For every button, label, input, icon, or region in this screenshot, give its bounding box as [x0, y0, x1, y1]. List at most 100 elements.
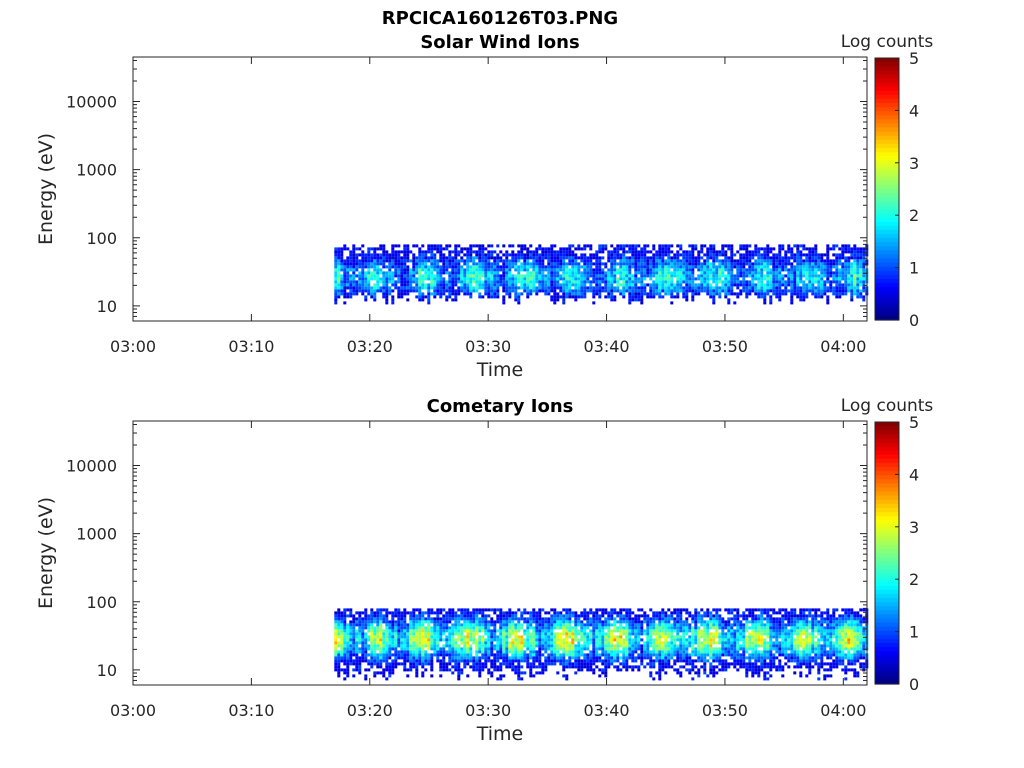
- heatmap-cell: [382, 647, 386, 651]
- heatmap-cell: [382, 659, 386, 663]
- heatmap-cell: [490, 659, 494, 663]
- heatmap-cell: [469, 656, 473, 660]
- heatmap-cell: [664, 650, 668, 654]
- heatmap-cell: [403, 244, 407, 248]
- heatmap-cell: [727, 262, 731, 266]
- heatmap-cell: [397, 265, 401, 269]
- heatmap-cell: [496, 635, 500, 639]
- heatmap-cell: [343, 647, 347, 651]
- heatmap-cell: [643, 271, 647, 275]
- heatmap-cell: [850, 268, 854, 272]
- heatmap-cell: [748, 253, 752, 257]
- heatmap-cell: [499, 626, 503, 630]
- heatmap-cell: [532, 626, 536, 630]
- heatmap-cell: [460, 623, 464, 627]
- heatmap-cell: [337, 668, 341, 672]
- heatmap-cell: [340, 277, 344, 281]
- heatmap-cell: [835, 289, 839, 293]
- heatmap-cell: [823, 283, 827, 287]
- heatmap-cell: [670, 665, 674, 669]
- heatmap-cell: [496, 262, 500, 266]
- heatmap-cell: [511, 656, 515, 660]
- heatmap-cell: [523, 256, 527, 260]
- heatmap-cell: [421, 262, 425, 266]
- heatmap-cell: [538, 656, 542, 660]
- heatmap-cell: [385, 611, 389, 615]
- heatmap-cell: [676, 244, 680, 248]
- heatmap-cell: [598, 623, 602, 627]
- heatmap-cell: [493, 250, 497, 254]
- heatmap-cell: [544, 283, 548, 287]
- heatmap-cell: [511, 614, 515, 618]
- heatmap-cell: [475, 653, 479, 657]
- heatmap-cell: [580, 638, 584, 642]
- heatmap-cell: [664, 653, 668, 657]
- heatmap-cell: [829, 280, 833, 284]
- heatmap-cell: [730, 259, 734, 263]
- heatmap-cell: [340, 614, 344, 618]
- heatmap-cell: [859, 277, 863, 281]
- heatmap-cell: [697, 289, 701, 293]
- heatmap-cell: [370, 647, 374, 651]
- heatmap-cell: [493, 271, 497, 275]
- heatmap-cell: [361, 265, 365, 269]
- heatmap-cell: [775, 295, 779, 299]
- heatmap-cell: [772, 280, 776, 284]
- heatmap-cell: [790, 256, 794, 260]
- heatmap-cell: [649, 644, 653, 648]
- heatmap-cell: [346, 632, 350, 636]
- heatmap-cell: [541, 647, 545, 651]
- heatmap-cell: [454, 632, 458, 636]
- heatmap-cell: [583, 629, 587, 633]
- heatmap-cell: [655, 650, 659, 654]
- heatmap-cell: [484, 274, 488, 278]
- heatmap-cell: [652, 259, 656, 263]
- heatmap-cell: [583, 268, 587, 272]
- heatmap-cell: [379, 617, 383, 621]
- heatmap-cell: [742, 262, 746, 266]
- heatmap-cell: [667, 653, 671, 657]
- heatmap-cell: [751, 280, 755, 284]
- heatmap-cell: [829, 262, 833, 266]
- heatmap-cell: [697, 256, 701, 260]
- heatmap-cell: [637, 608, 641, 612]
- heatmap-cell: [352, 647, 356, 651]
- heatmap-cell: [436, 614, 440, 618]
- heatmap-cell: [394, 629, 398, 633]
- heatmap-cell: [820, 283, 824, 287]
- heatmap-cell: [454, 262, 458, 266]
- heatmap-cell: [586, 280, 590, 284]
- heatmap-cell: [475, 611, 479, 615]
- heatmap-cell: [508, 632, 512, 636]
- heatmap-cell: [397, 274, 401, 278]
- heatmap-cell: [502, 244, 506, 248]
- heatmap-cell: [583, 608, 587, 612]
- heatmap-cell: [589, 289, 593, 293]
- heatmap-cell: [361, 611, 365, 615]
- heatmap-cell: [394, 632, 398, 636]
- heatmap-cell: [349, 626, 353, 630]
- heatmap-cell: [373, 629, 377, 633]
- heatmap-cell: [559, 274, 563, 278]
- heatmap-cell: [853, 268, 857, 272]
- heatmap-cell: [661, 668, 665, 672]
- heatmap-cell: [517, 626, 521, 630]
- heatmap-cell: [424, 644, 428, 648]
- x-tick-label: 03:30: [465, 337, 511, 356]
- heatmap-cell: [427, 629, 431, 633]
- heatmap-cell: [682, 286, 686, 290]
- heatmap-cell: [760, 265, 764, 269]
- heatmap-cell: [571, 268, 575, 272]
- heatmap-cell: [397, 608, 401, 612]
- heatmap-cell: [562, 644, 566, 648]
- heatmap-cell: [535, 259, 539, 263]
- heatmap-cell: [472, 277, 476, 281]
- heatmap-cell: [463, 662, 467, 666]
- heatmap-cell: [550, 644, 554, 648]
- heatmap-cell: [553, 617, 557, 621]
- colorbar-segment: [875, 90, 899, 96]
- heatmap-cell: [838, 274, 842, 278]
- heatmap-cell: [583, 283, 587, 287]
- heatmap-cell: [511, 250, 515, 254]
- heatmap-cell: [613, 653, 617, 657]
